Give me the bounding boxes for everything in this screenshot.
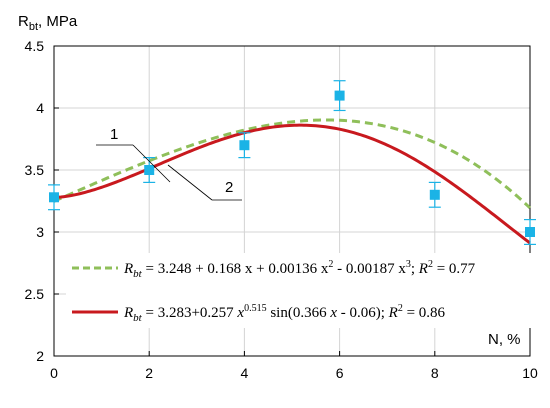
eq2-r2-value: = 0.86 [403,305,446,321]
data-point [49,192,59,203]
series-1-line [53,118,532,210]
data-point [334,90,345,101]
eq2-tail: - 0.06); [337,305,389,321]
eq2-sub: bt [133,312,143,324]
y-tick-label: 3.5 [25,162,45,178]
x-axis-title: N, % [488,331,521,348]
y-tick-label: 3 [36,224,44,240]
legend-equation-2: Rbt = 3.283+0.257 x0.515 sin(0.366 x - 0… [123,303,446,324]
callout-1-line [132,144,171,183]
x-tick-label: 2 [145,365,153,381]
y-tick-label: 4 [36,100,44,116]
data-point [144,165,155,175]
y-axis-title: Rbt, MPa [18,13,78,33]
y-axis-title-unit: , MPa [38,13,78,30]
data-point [525,227,535,237]
legend: Rbt = 3.248 + 0.168 x + 0.00136 x2 - 0.0… [66,253,544,328]
eq1-mid: - 0.00187 x [333,261,406,277]
callout-2-label: 2 [225,179,233,196]
legend-background [66,253,544,328]
eq1-r2-sup: 2 [428,259,433,270]
x-tick-label: 10 [522,365,538,381]
data-points [48,80,536,245]
eq1-sup2: 3 [406,259,411,270]
y-tick-label: 2.5 [25,286,45,302]
callouts: 1 2 [96,126,242,201]
data-point [429,189,440,200]
callout-1-label: 1 [110,126,118,143]
eq1-lhs: R [123,261,133,277]
eq1-tail: ; [411,261,419,277]
eq2-r2-sup: 2 [398,303,403,314]
data-point [239,140,250,151]
y-tick-label: 2 [36,348,44,364]
callout-2-line [167,164,213,201]
eq1-r2-label: R [418,261,428,277]
eq2-rhs: = 3.283+0.257 [142,305,238,321]
eq1-sup1: 2 [328,259,333,270]
y-axis-title-main: R [18,13,29,30]
eq2-sup1: 0.515 [244,303,267,314]
x-tick-label: 8 [431,365,439,381]
curves [53,118,532,245]
x-tick-label: 0 [50,365,58,381]
series-2-line [53,123,531,245]
eq2-xvar: x [236,305,244,321]
y-axis-title-sub: bt [29,21,38,33]
eq1-sub: bt [133,268,143,280]
eq2-lhs: R [123,305,133,321]
x-tick-label: 4 [241,365,249,381]
legend-equation-1: Rbt = 3.248 + 0.168 x + 0.00136 x2 - 0.0… [123,259,476,280]
eq2-mid: sin(0.366 [267,305,331,321]
eq1-rhs: = 3.248 + 0.168 x + 0.00136 x [142,261,329,277]
eq2-r2-label: R [388,305,398,321]
x-tick-label: 6 [336,365,344,381]
y-tick-label: 4.5 [25,38,45,54]
eq1-r2-value: = 0.77 [433,261,476,277]
eq2-xvar2: x [329,305,337,321]
